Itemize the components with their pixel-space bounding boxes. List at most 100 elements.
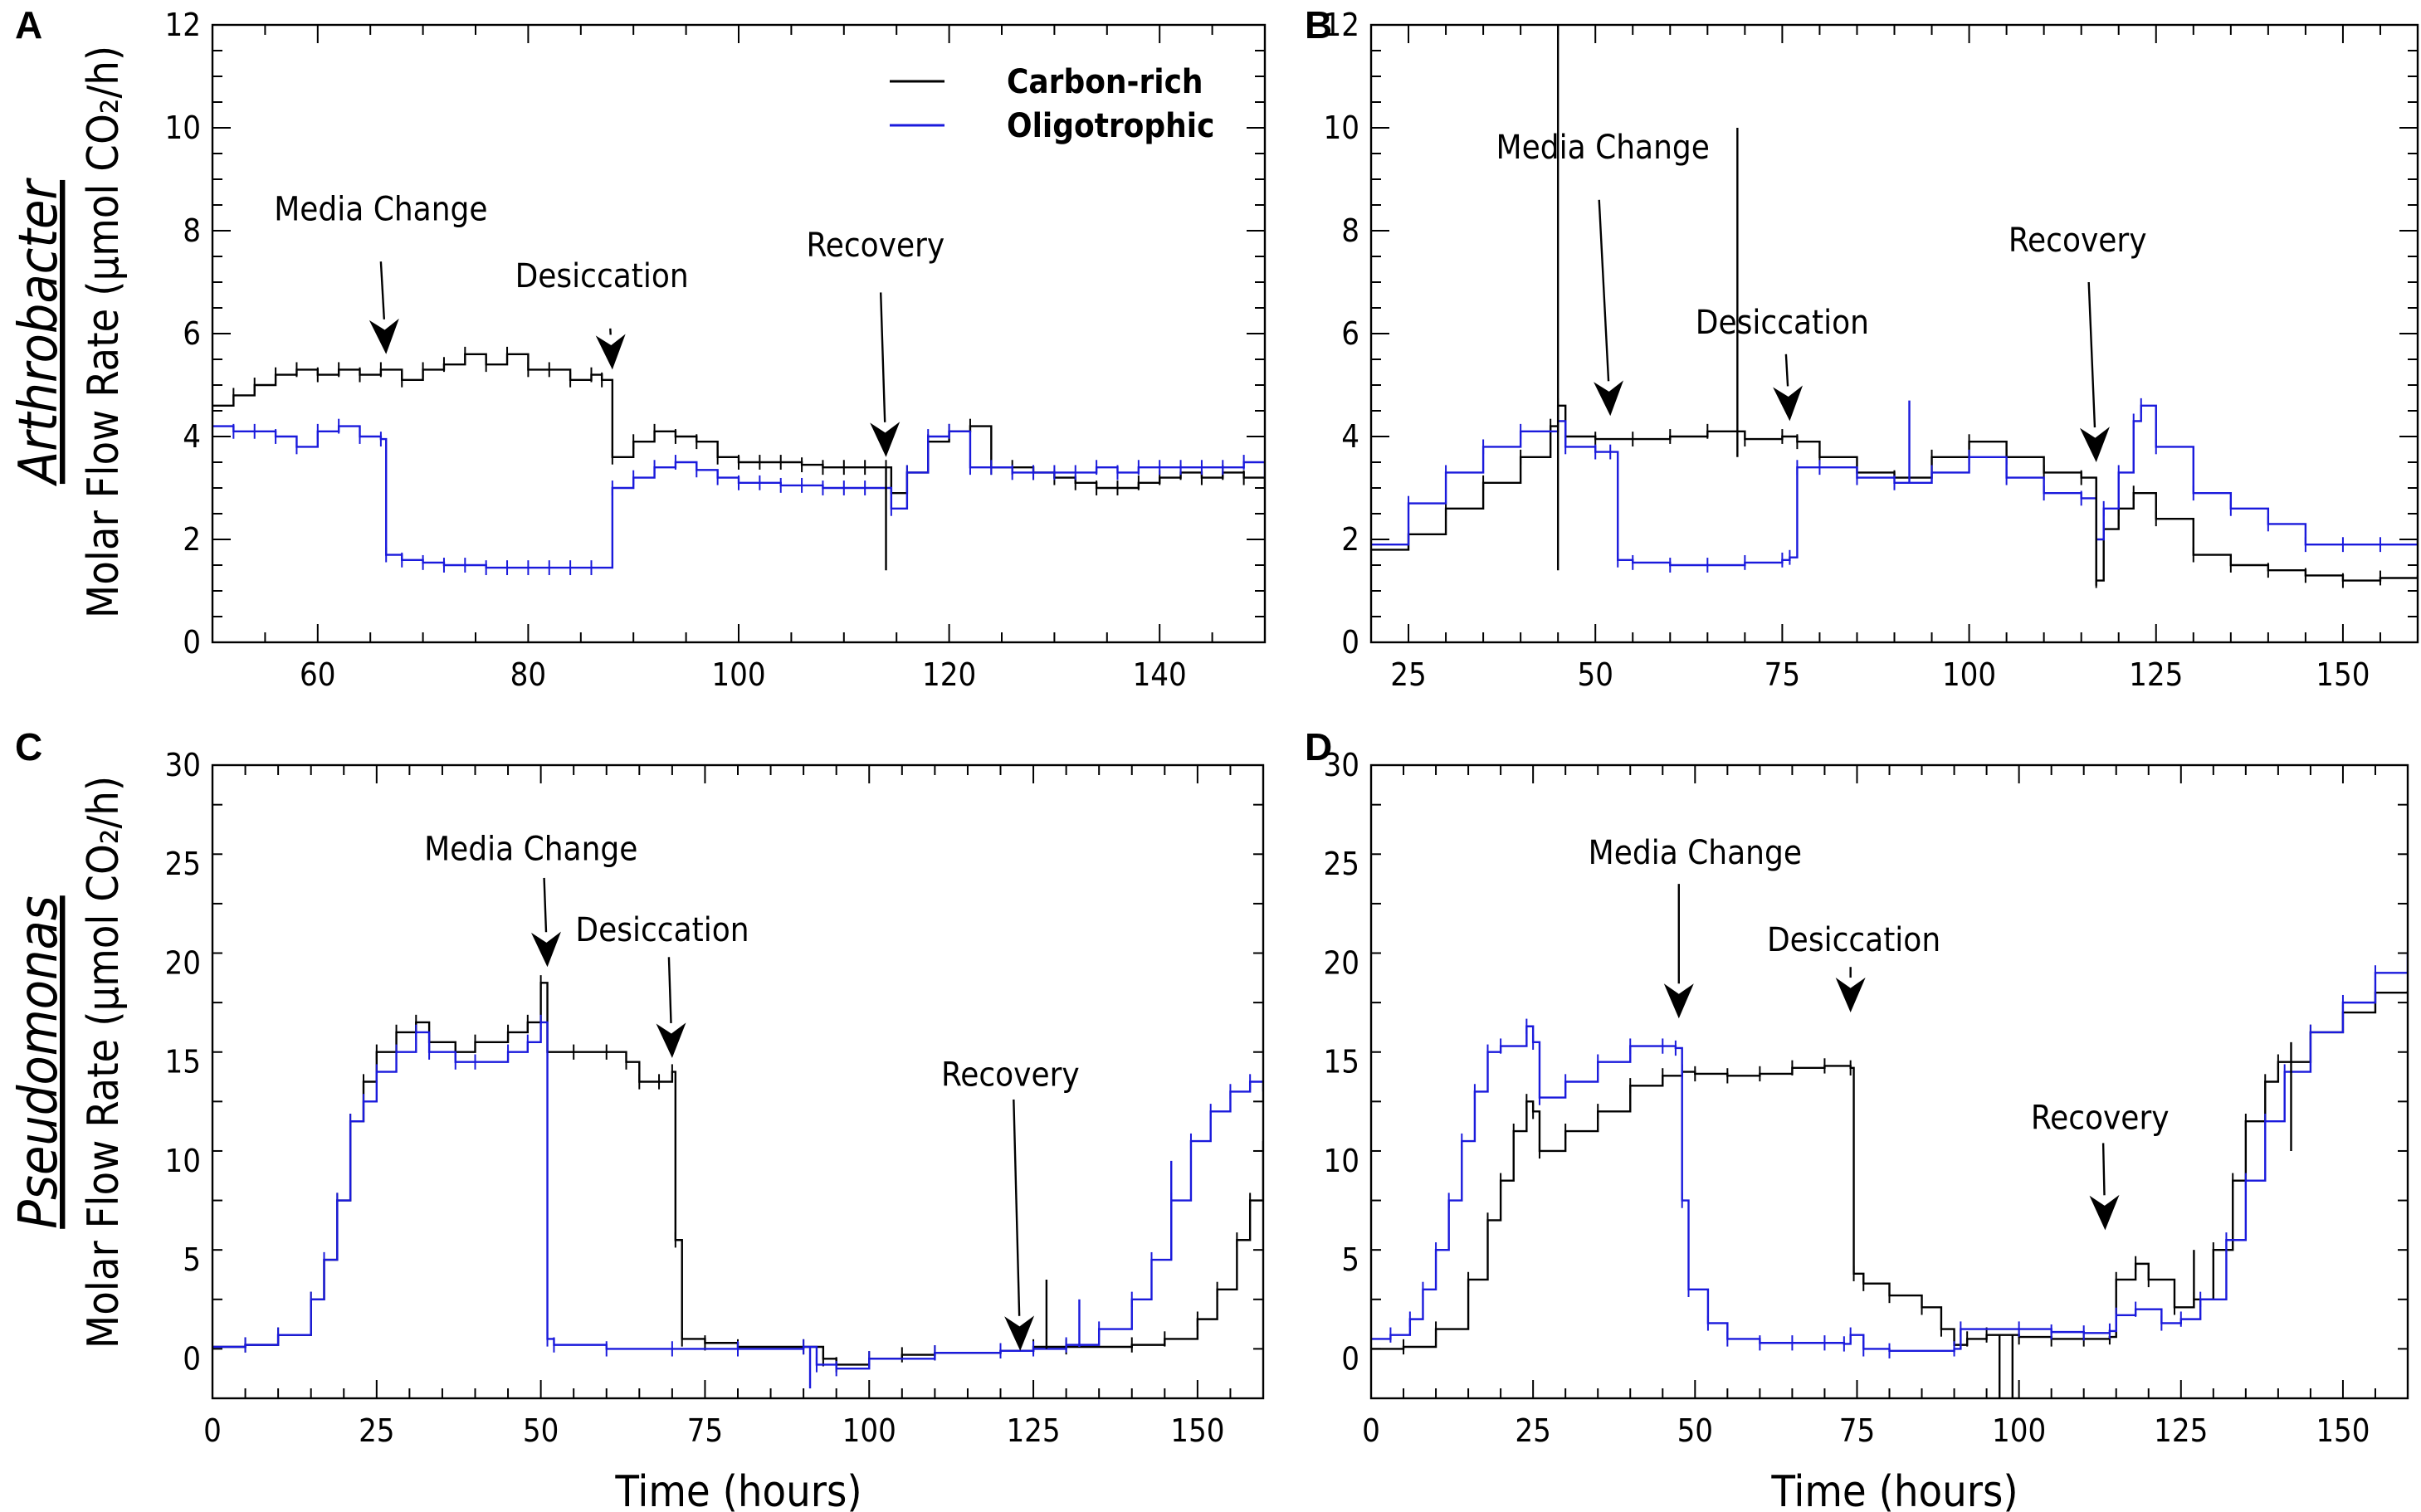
annotation-arrow-shaft — [543, 877, 548, 933]
annotation-desiccation: Desiccation — [1696, 304, 1869, 342]
legend: Carbon-rich Oligotrophic — [890, 63, 1214, 145]
arrow-head-icon — [369, 318, 399, 354]
y-tick-label: 0 — [1341, 624, 1359, 661]
genus-label-arthrobacter: Arthrobacter — [8, 178, 70, 487]
x-tick-label: 150 — [2316, 656, 2370, 693]
annotation-desiccation: Desiccation — [1767, 921, 1940, 959]
plot-frame — [1369, 763, 2409, 1400]
arrow-head-icon — [2079, 427, 2110, 462]
y-tick-label: 4 — [183, 418, 201, 455]
panel-label-d: D — [1305, 725, 1332, 768]
legend-label-oligotrophic: Oligotrophic — [1007, 107, 1214, 145]
x-tick-label: 50 — [1677, 1412, 1714, 1449]
plot-area — [1371, 945, 2408, 1398]
x-tick-label: 100 — [842, 1412, 896, 1449]
x-tick-label: 0 — [203, 1412, 222, 1449]
y-tick-label: 25 — [165, 846, 202, 882]
annotation-arrow-shaft — [2101, 1143, 2106, 1196]
annotation-recovery: Recovery — [2009, 222, 2147, 260]
x-tick-label: 150 — [2316, 1412, 2370, 1449]
x-tick-label: 150 — [1170, 1412, 1224, 1449]
annotation-arrow-shaft — [1598, 199, 1610, 382]
plot-area — [212, 346, 1265, 576]
x-tick-label: 75 — [1839, 1412, 1876, 1449]
y-tick-label: 30 — [1324, 747, 1360, 783]
y-tick-label: 8 — [1341, 212, 1359, 249]
arrow-head-icon — [2089, 1194, 2120, 1231]
panel-d: 0 25 50 75 100 125 150 0 5 10 15 20 25 30 Media Change… — [1324, 747, 2409, 1449]
annotation-recovery: Recovery — [807, 227, 945, 265]
x-tick-label: 80 — [510, 656, 547, 693]
annotation-arrow-shaft — [1013, 1099, 1021, 1316]
y-tick-label: 5 — [183, 1241, 201, 1278]
annotation-desiccation: Desiccation — [575, 911, 749, 949]
y-tick-label: 5 — [1341, 1241, 1359, 1278]
x-tick-label: 0 — [1362, 1412, 1380, 1449]
x-tick-label: 25 — [1390, 656, 1427, 693]
x-tick-label: 100 — [1942, 656, 1996, 693]
y-tick-label: 0 — [1341, 1340, 1359, 1377]
y-axis-title-bottom: Molar Flow Rate (µmol CO₂/h) — [79, 776, 129, 1349]
y-tick-label: 0 — [183, 1340, 201, 1377]
x-tick-label: 125 — [2129, 656, 2183, 693]
panel-c: 0 25 50 75 100 125 150 0 5 10 15 20 25 30 Media Change… — [165, 747, 1265, 1449]
arrow-head-icon — [1663, 983, 1694, 1019]
y-tick-label: 10 — [1324, 110, 1360, 146]
x-tick-label: 75 — [687, 1412, 724, 1449]
x-tick-label: 125 — [2154, 1412, 2208, 1449]
annotation-recovery: Recovery — [941, 1056, 1080, 1094]
panel-label-c: C — [15, 725, 42, 768]
plot-frame — [211, 763, 1265, 1400]
plot-area — [212, 975, 1263, 1389]
x-axis-title-left: Time (hours) — [614, 1467, 862, 1512]
x-tick-label: 100 — [1992, 1412, 2046, 1449]
y-axis-title-top: Molar Flow Rate (µmol CO₂/h) — [79, 46, 129, 618]
y-tick-label: 6 — [1341, 315, 1359, 352]
x-tick-label: 120 — [922, 656, 976, 693]
series-line-oligotrophic — [212, 425, 1265, 569]
arrow-head-icon — [1773, 385, 1804, 422]
annotation-media-change: Media Change — [424, 830, 637, 868]
y-tick-label: 4 — [1341, 418, 1359, 455]
x-tick-label: 140 — [1133, 656, 1187, 693]
x-tick-label: 125 — [1006, 1412, 1060, 1449]
annotation-arrow-shaft — [2087, 281, 2096, 428]
arrow-head-icon — [1004, 1315, 1035, 1351]
annotation-media-change: Media Change — [1589, 834, 1802, 872]
y-tick-label: 20 — [165, 944, 202, 981]
y-tick-label: 12 — [165, 7, 202, 43]
x-tick-label: 75 — [1764, 656, 1801, 693]
arrow-head-icon — [595, 334, 626, 370]
y-tick-label: 2 — [183, 521, 201, 558]
y-tick-label: 2 — [1341, 521, 1359, 558]
plot-frame — [211, 23, 1267, 644]
annotation-arrow-shaft — [379, 261, 386, 319]
y-tick-label: 15 — [1324, 1044, 1360, 1080]
y-tick-label: 10 — [165, 110, 202, 146]
y-tick-label: 20 — [1324, 944, 1360, 981]
panel-label-b: B — [1305, 3, 1332, 46]
annotation-arrow-shaft — [879, 292, 886, 422]
x-tick-label: 60 — [300, 656, 336, 693]
x-axis-title-right: Time (hours) — [1770, 1467, 2018, 1512]
y-tick-label: 0 — [183, 624, 201, 661]
x-tick-label: 100 — [711, 656, 765, 693]
legend-label-carbon-rich: Carbon-rich — [1007, 63, 1203, 101]
annotation-arrow-shaft — [667, 957, 672, 1023]
annotation-desiccation: Desiccation — [515, 257, 689, 295]
x-tick-label: 50 — [1577, 656, 1613, 693]
y-tick-label: 30 — [165, 747, 202, 783]
series-line-oligotrophic — [212, 1021, 1263, 1370]
annotation-media-change: Media Change — [274, 191, 487, 229]
annotation-media-change: Media Change — [1496, 129, 1710, 167]
y-tick-label: 10 — [165, 1143, 202, 1179]
x-tick-label: 25 — [359, 1412, 395, 1449]
y-tick-label: 10 — [1324, 1143, 1360, 1179]
arrow-head-icon — [531, 931, 561, 968]
plot-frame — [1369, 23, 2419, 644]
panel-label-a: A — [15, 3, 42, 46]
panel-b: 25 50 75 100 125 150 0 2 4 6 8 10 12 Media Change Desi… — [1324, 7, 2419, 693]
annotation-recovery: Recovery — [2031, 1100, 2170, 1138]
series-line-carbon-rich — [212, 353, 1265, 495]
